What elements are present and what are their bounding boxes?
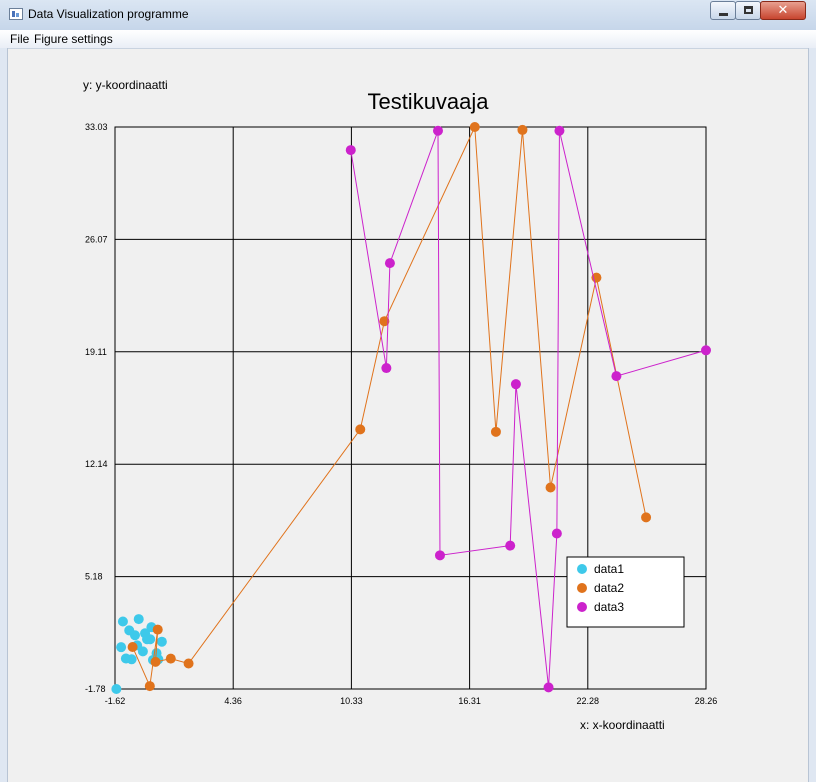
y-tick-label: 5.18	[85, 572, 103, 582]
chart-title: Testikuvaaja	[367, 89, 489, 114]
legend-marker-data1	[577, 564, 587, 574]
series-line-data3	[350, 130, 707, 688]
data-point-data2	[127, 642, 138, 653]
data-point-data2	[517, 124, 528, 135]
data-point-data3	[345, 145, 356, 156]
close-button[interactable]: ✕	[760, 1, 806, 20]
data-point-data1	[126, 654, 137, 665]
data-point-data2	[165, 653, 176, 664]
data-point-data1	[137, 646, 148, 657]
x-tick-label: 28.26	[695, 696, 718, 706]
data-point-data1	[116, 642, 127, 653]
legend-marker-data2	[577, 583, 587, 593]
data-point-data2	[152, 624, 163, 635]
data-point-data3	[510, 379, 521, 390]
menu-figure-settings[interactable]: Figure settings	[34, 32, 113, 46]
window-right-border	[808, 48, 816, 782]
y-tick-label: 26.07	[85, 234, 108, 244]
data-point-data3	[543, 682, 554, 693]
scatter-chart: y: y-koordinaatti Testikuvaaja x: x-koor…	[83, 78, 717, 732]
series-line-data2	[132, 126, 647, 688]
legend-label-data1: data1	[594, 562, 624, 576]
plot-frame	[114, 126, 707, 690]
data-point-data2	[183, 658, 194, 669]
data-point-data2	[641, 512, 652, 523]
x-tick-label: 4.36	[224, 696, 242, 706]
series-layer	[111, 122, 711, 694]
window-left-border	[0, 48, 8, 782]
data-point-data1	[111, 684, 122, 694]
y-tick-label: 33.03	[85, 122, 108, 132]
y-tick-label: -1.78	[85, 684, 106, 694]
x-tick-label: 10.33	[340, 696, 363, 706]
data-point-data3	[505, 540, 516, 551]
maximize-button[interactable]	[735, 1, 761, 20]
data-point-data1	[145, 634, 156, 645]
minimize-icon	[719, 13, 728, 16]
x-tick-label: 16.31	[458, 696, 481, 706]
title-bar[interactable]: Data Visualization programme ✕	[0, 0, 816, 31]
x-tick-label: 22.28	[577, 696, 600, 706]
legend-label-data3: data3	[594, 600, 624, 614]
data-point-data2	[545, 482, 556, 493]
legend-label-data2: data2	[594, 581, 624, 595]
data-point-data2	[355, 424, 366, 435]
data-point-data3	[554, 125, 565, 136]
menu-file[interactable]: File	[10, 32, 30, 46]
data-point-data3	[434, 550, 445, 561]
data-point-data1	[133, 614, 144, 625]
close-icon: ✕	[777, 3, 789, 18]
app-icon	[9, 8, 23, 20]
legend: data1 data2 data3	[566, 556, 685, 628]
minimize-button[interactable]	[710, 1, 736, 20]
data-point-data2	[469, 122, 480, 132]
data-point-data2	[144, 681, 155, 692]
data-point-data3	[701, 345, 711, 356]
maximize-icon	[744, 6, 753, 14]
data-point-data3	[381, 363, 392, 374]
y-tick-label: 19.11	[85, 347, 107, 357]
data-point-data3	[384, 258, 395, 269]
plot-canvas[interactable]: y: y-koordinaatti Testikuvaaja x: x-koor…	[9, 49, 807, 782]
y-axis-label: y: y-koordinaatti	[83, 78, 168, 92]
series-data3	[345, 125, 711, 693]
data-point-data2	[490, 426, 501, 437]
x-axis-label: x: x-koordinaatti	[580, 718, 665, 732]
data-point-data1	[117, 616, 128, 627]
data-point-data1	[156, 636, 167, 647]
data-point-data2	[379, 316, 390, 327]
data-point-data3	[611, 371, 622, 382]
data-point-data2	[150, 656, 161, 667]
data-point-data3	[432, 125, 443, 136]
data-point-data3	[551, 528, 562, 539]
x-tick-label: -1.62	[105, 696, 126, 706]
y-tick-label: 12.14	[85, 459, 108, 469]
data-point-data1	[129, 630, 140, 641]
menu-bar: File Figure settings	[0, 30, 816, 49]
axis-ticks: -1.62 4.36 10.33 16.31 22.28 28.26 -1.78 5.18 12…	[85, 122, 717, 706]
legend-marker-data3	[577, 602, 587, 612]
series-data2	[127, 122, 652, 692]
window-title: Data Visualization programme	[28, 7, 189, 21]
